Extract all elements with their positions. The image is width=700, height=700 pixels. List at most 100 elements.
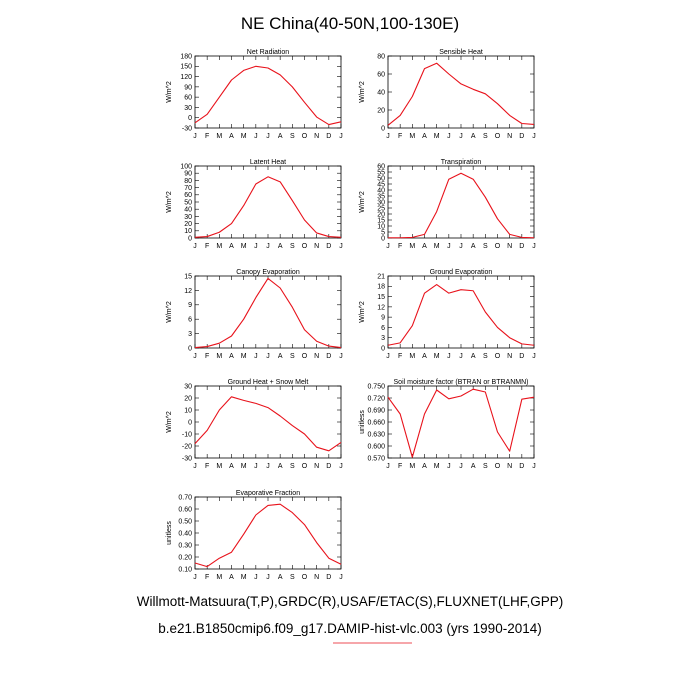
x-tick-label: A [278,353,283,360]
x-tick-label: M [434,463,440,470]
panel-title: Soil moisture factor (BTRAN or BTRANMN) [394,379,529,386]
y-tick-label: 0 [188,235,192,242]
y-tick-label: 15 [184,273,192,280]
chart-panel: Ground Heat + Snow Melt -30 -20 -10 0 10 20 30 J… [166,379,343,470]
x-tick-label: N [314,133,319,140]
x-tick-label: M [241,574,247,581]
y-tick-label: 9 [381,315,385,322]
x-tick-label: A [422,243,427,250]
x-tick-label: J [193,133,197,140]
y-tick-label: 12 [377,304,385,311]
y-tick-label: 10 [377,223,385,230]
y-tick-label: 0.70 [178,494,192,501]
y-tick-label: 0.30 [178,542,192,549]
y-tick-label: 35 [377,193,385,200]
y-tick-label: 0 [381,345,385,352]
x-tick-label: J [339,353,343,360]
x-tick-label: O [302,243,308,250]
plot-frame [194,275,342,349]
y-tick-label: -10 [182,431,192,438]
x-tick-label: S [483,463,488,470]
x-tick-label: J [386,133,390,140]
x-tick-label: J [193,353,197,360]
x-tick-label: O [495,463,501,470]
x-tick-label: D [519,133,524,140]
y-tick-label: 15 [377,294,385,301]
x-tick-label: D [326,133,331,140]
y-tick-label: 0 [381,235,385,242]
x-tick-label: J [266,133,270,140]
x-tick-label: S [290,463,295,470]
x-tick-label: J [386,243,390,250]
x-tick-label: J [193,574,197,581]
y-tick-label: 30 [184,383,192,390]
x-tick-label: J [193,243,197,250]
y-axis-label: W/m^2 [166,81,173,103]
x-tick-label: S [483,353,488,360]
panel-title: Ground Heat + Snow Melt [228,379,309,386]
x-tick-label: M [409,463,415,470]
x-tick-label: M [409,353,415,360]
x-tick-label: S [290,133,295,140]
y-tick-label: 0.570 [367,455,385,462]
chart-panel: Evaporative Fraction 0.10 0.20 0.30 0.40 0.50… [166,490,343,581]
x-tick-label: A [278,463,283,470]
x-tick-label: O [495,133,501,140]
x-tick-label: J [254,353,258,360]
x-tick-label: D [326,243,331,250]
x-tick-label: N [314,353,319,360]
x-tick-label: J [193,463,197,470]
y-tick-label: 20 [184,221,192,228]
x-tick-label: J [532,243,536,250]
x-tick-label: F [205,463,209,470]
x-tick-label: J [459,243,463,250]
y-tick-label: -20 [182,443,192,450]
panel-title: Latent Heat [250,159,286,166]
x-tick-label: M [241,353,247,360]
x-tick-label: M [434,353,440,360]
x-tick-label: N [314,243,319,250]
y-tick-label: 6 [381,325,385,332]
y-tick-label: 55 [377,169,385,176]
x-tick-label: A [422,463,427,470]
x-tick-label: N [507,243,512,250]
x-tick-label: A [471,133,476,140]
y-axis-label: unitless [166,521,173,545]
y-tick-label: 5 [381,229,385,236]
plot-frame [194,496,342,570]
x-tick-label: F [398,353,402,360]
y-axis-label: W/m^2 [359,191,366,213]
x-tick-label: M [216,133,222,140]
x-tick-label: A [229,133,234,140]
y-tick-label: 0 [381,125,385,132]
y-tick-label: 40 [377,89,385,96]
y-axis-label: unitless [359,410,366,434]
y-tick-label: 0.20 [178,554,192,561]
x-tick-label: S [290,574,295,581]
x-tick-label: M [216,574,222,581]
series-line [194,277,342,349]
y-tick-label: 0 [188,345,192,352]
footer-line-1: Willmott-Matsuura(T,P),GRDC(R),USAF/ETAC… [136,594,564,609]
x-tick-label: F [205,133,209,140]
x-tick-label: J [447,243,451,250]
y-tick-label: 10 [184,407,192,414]
y-tick-label: 15 [377,217,385,224]
x-tick-label: A [278,243,283,250]
footer-line-2: b.e21.B1850cmip6.f09_g17.DAMIP-hist-vlc.… [158,621,542,636]
x-tick-label: A [471,353,476,360]
x-tick-label: A [229,574,234,581]
x-tick-label: F [398,133,402,140]
y-tick-label: 80 [377,53,385,60]
panel-title: Evaporative Fraction [236,490,300,497]
plot-frame [194,55,342,129]
y-tick-label: 120 [180,74,192,81]
x-tick-label: F [205,243,209,250]
plot-frame [387,275,535,349]
x-tick-label: N [507,463,512,470]
x-tick-label: O [495,353,501,360]
y-tick-label: 0.10 [178,566,192,573]
